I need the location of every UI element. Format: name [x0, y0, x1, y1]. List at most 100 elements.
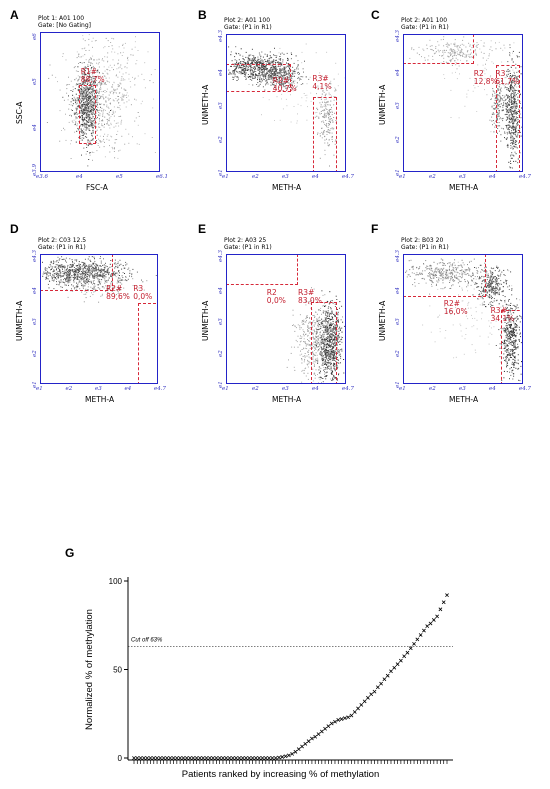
y-tick-label: e3.9 [32, 163, 38, 176]
data-point [286, 753, 291, 758]
panel-letter-g: G [65, 546, 74, 560]
plot-gate-info: Gate: (P1 in R1) [224, 24, 272, 31]
x-tick-label: e3.6 [36, 174, 49, 180]
x-tick-label: e4.7 [519, 174, 532, 180]
data-point [336, 718, 341, 722]
x-tick-label: e4 [312, 386, 319, 392]
x-tick-label: e4.7 [342, 174, 355, 180]
data-point [306, 739, 311, 744]
y-axis-label: UNMETH-A [15, 300, 24, 341]
data-point [313, 734, 318, 739]
gate-region [227, 63, 291, 92]
y-tick-label: e2 [395, 349, 401, 357]
gate-region [404, 255, 486, 297]
data-point [362, 699, 367, 704]
y-tick-label: e5 [32, 78, 38, 86]
y-tick-label: e2 [218, 349, 224, 357]
data-point [349, 713, 354, 718]
x-tick-label: e4 [124, 386, 132, 392]
data-point [333, 719, 337, 724]
data-point [277, 755, 281, 760]
y-tick-label: e3 [32, 318, 38, 325]
x-tick-label: e4 [489, 386, 496, 392]
y-tick-label: e4.3 [395, 29, 401, 42]
data-point [316, 732, 321, 736]
plot-title: Plot 2: C03 12.5 [38, 237, 87, 244]
x-tick-label: e4.7 [342, 386, 355, 392]
flow-dot-cloud [405, 258, 522, 382]
data-point [260, 756, 265, 760]
x-tick-label: e1 [399, 174, 406, 180]
data-point [132, 756, 136, 760]
gate-region [501, 309, 522, 383]
y-tick-label: e2 [32, 349, 38, 357]
x-tick-label: e3 [282, 174, 289, 180]
data-point [207, 756, 212, 760]
gate-name: R2 [266, 288, 277, 298]
data-point [372, 689, 377, 694]
data-point [326, 724, 331, 729]
data-point [323, 726, 327, 731]
data-point [168, 756, 173, 760]
gate-name: R3# [298, 288, 315, 298]
data-point [267, 756, 271, 760]
y-axis-label: SSC-A [15, 101, 24, 124]
flow-plot-frame [40, 254, 158, 384]
data-point [293, 749, 298, 754]
data-point [418, 633, 423, 637]
data-point [392, 665, 397, 670]
plot-gate-info: Gate: (P1 in R1) [224, 244, 272, 251]
x-tick-label: e1 [36, 386, 43, 392]
data-point [181, 756, 186, 760]
gate-percent: 61,7% [495, 76, 520, 86]
x-tick-label: e4 [76, 174, 83, 180]
y-tick-label: e2 [218, 135, 224, 143]
y-tick-label: e3 [395, 318, 401, 325]
data-point [227, 756, 232, 760]
data-point [188, 756, 192, 760]
data-point [445, 593, 449, 598]
data-point [198, 756, 202, 760]
data-point [204, 756, 209, 760]
gate-label: R2 0,0% [267, 289, 286, 305]
flow-plot-frame [403, 254, 523, 384]
data-point [428, 621, 433, 626]
gate-label: R1# 88,7% [81, 68, 105, 84]
data-point [352, 710, 357, 714]
plot-title: Plot 2: B03 20 [401, 237, 444, 244]
data-point [319, 729, 324, 734]
data-point [240, 756, 245, 760]
data-point [290, 752, 295, 756]
data-point [300, 744, 304, 749]
gate-region [79, 84, 97, 144]
data-point [356, 706, 360, 711]
gate-percent: 89,6% [106, 292, 130, 302]
y-tick-label: e4 [395, 286, 401, 294]
x-tick-label: e3 [459, 386, 466, 392]
data-point [263, 756, 268, 760]
x-axis-label: METH-A [272, 395, 302, 404]
gate-region [313, 97, 338, 171]
y-tick-label: e3 [218, 318, 224, 325]
y-tick-label: e4 [32, 123, 38, 131]
methylation-ranking-chart: G 0 50 100 Cut off 63% Patients ranked by inc… [65, 546, 453, 780]
plot-title: Plot 2: A03 25 [224, 237, 267, 244]
data-point [221, 756, 225, 760]
gate-label: R3 0,0% [133, 285, 152, 301]
y-axis-label: UNMETH-A [201, 84, 210, 125]
y-tick-label: e3 [218, 102, 224, 109]
flow-plot-frame [40, 32, 160, 172]
data-point [217, 756, 222, 760]
gate-percent: 88,7% [80, 75, 105, 85]
y-tick-label: e6 [32, 33, 38, 40]
data-point [165, 756, 169, 760]
data-point [438, 607, 443, 612]
gate-label: R2# 89,6% [106, 285, 130, 301]
data-point [142, 756, 146, 760]
y-axis-label: Normalized % of methylation [84, 609, 95, 730]
data-point [151, 756, 156, 760]
x-tick-label: e3 [282, 386, 289, 392]
data-point [194, 756, 199, 760]
panel-letter: F [371, 222, 379, 236]
data-point [148, 756, 153, 760]
